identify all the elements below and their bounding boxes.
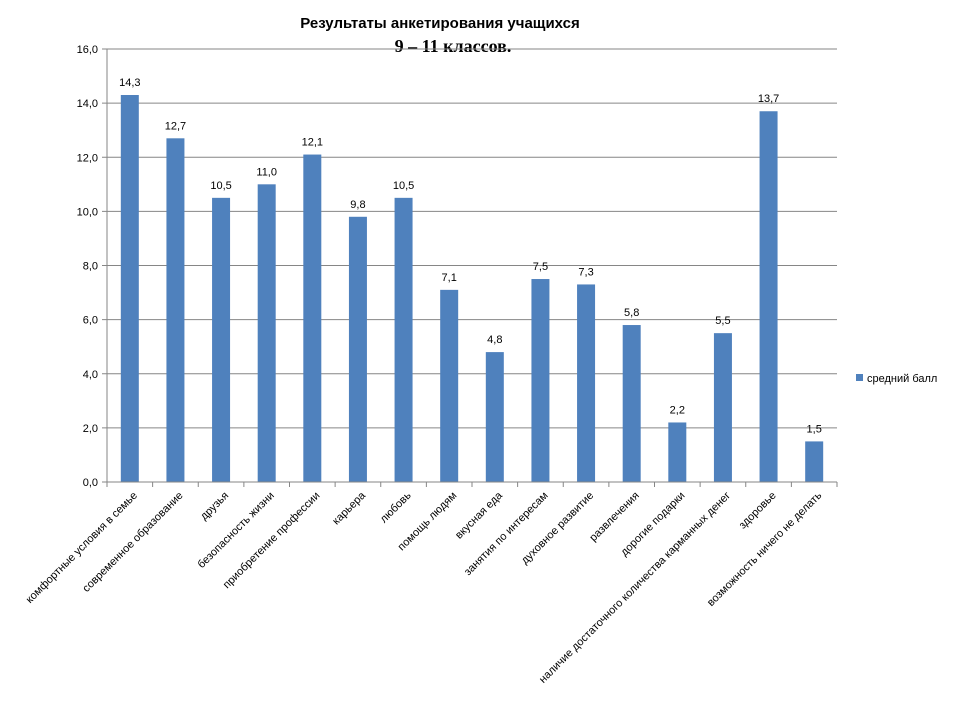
y-tick-label: 2,0	[83, 423, 98, 435]
category-label: приобретение профессии	[221, 490, 323, 592]
data-labels: 14,3 12,7 10,5 11,0 12,1 9,8 10,5 7,1 4,8 7,5 7,3 5…	[119, 77, 822, 435]
data-label: 14,3	[119, 77, 140, 89]
bar	[166, 138, 185, 482]
bar	[394, 197, 413, 482]
bars	[120, 95, 824, 483]
category-label: здоровье	[737, 490, 779, 532]
category-label: карьера	[330, 489, 368, 527]
legend-swatch	[856, 374, 863, 381]
y-tick-label: 16,0	[77, 44, 98, 56]
data-label: 12,1	[302, 137, 323, 149]
data-label: 5,5	[715, 315, 730, 327]
chart-subtitle: 9 – 11 классов.	[395, 36, 512, 56]
bar	[713, 333, 732, 482]
data-label: 13,7	[758, 93, 779, 105]
y-tick-label: 10,0	[77, 206, 98, 218]
legend-label: средний балл	[867, 373, 937, 385]
data-label: 7,5	[533, 261, 548, 273]
data-label: 7,3	[578, 266, 593, 278]
bar	[348, 216, 367, 482]
bar	[805, 441, 824, 482]
y-tick-label: 8,0	[83, 261, 98, 273]
bar	[212, 197, 231, 482]
data-label: 10,5	[393, 180, 414, 192]
data-label: 12,7	[165, 120, 186, 132]
data-label: 7,1	[442, 272, 457, 284]
y-tick-label: 14,0	[77, 98, 98, 110]
y-tick-label: 0,0	[83, 477, 98, 489]
bar	[440, 289, 459, 482]
bar	[622, 325, 641, 482]
data-label: 1,5	[807, 423, 822, 435]
bar	[668, 422, 687, 482]
bar	[485, 352, 504, 482]
data-label: 11,0	[256, 166, 277, 178]
y-tick-label: 4,0	[83, 369, 98, 381]
bar	[303, 154, 322, 482]
data-label: 9,8	[350, 199, 365, 211]
category-label: безопасность жизни	[196, 490, 277, 571]
y-axis-ticks: 0,0 2,0 4,0 6,0 8,0 10,0 12,0 14,0 16,0	[77, 44, 108, 489]
data-label: 5,8	[624, 307, 639, 319]
y-tick-label: 12,0	[77, 152, 98, 164]
data-label: 10,5	[210, 180, 231, 192]
category-label: современное образование	[80, 490, 185, 595]
data-label: 2,2	[670, 404, 685, 416]
y-tick-label: 6,0	[83, 315, 98, 327]
category-label: друзья	[198, 490, 231, 523]
bar	[531, 279, 550, 482]
bar	[257, 184, 276, 482]
bar	[759, 111, 778, 483]
category-label: любовь	[378, 489, 414, 525]
chart-title: Результаты анкетирования учащихся	[300, 15, 580, 32]
data-label: 4,8	[487, 334, 502, 346]
bar	[577, 284, 596, 482]
legend: средний балл	[856, 373, 937, 385]
category-label: занятия по интересам	[462, 490, 551, 579]
bar	[120, 95, 139, 482]
